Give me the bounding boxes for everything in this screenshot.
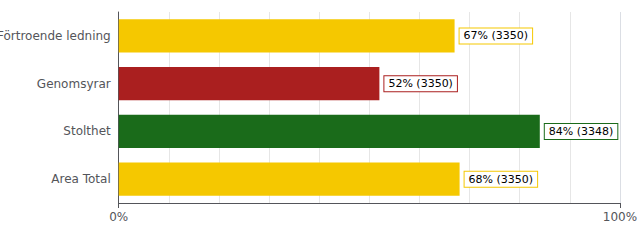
svg-text:100%: 100%	[603, 210, 637, 224]
svg-text:Area Total: Area Total	[51, 172, 110, 186]
svg-text:Förtroende ledning: Förtroende ledning	[0, 29, 111, 43]
svg-text:67% (3350): 67% (3350)	[464, 29, 529, 42]
svg-text:68% (3350): 68% (3350)	[469, 173, 534, 186]
svg-text:Genomsyrar: Genomsyrar	[37, 77, 111, 91]
svg-text:Stolthet: Stolthet	[63, 124, 111, 138]
svg-text:52% (3350): 52% (3350)	[388, 77, 453, 90]
svg-text:84% (3348): 84% (3348)	[549, 125, 614, 138]
svg-text:0%: 0%	[109, 210, 128, 224]
